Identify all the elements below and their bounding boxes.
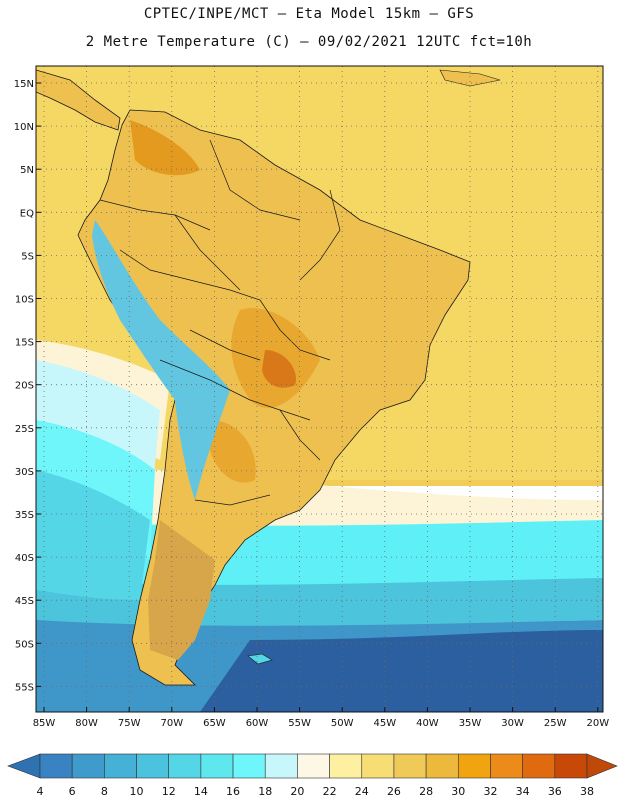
lon-label: 50W xyxy=(331,718,354,729)
title-line-1: CPTEC/INPE/MCT – Eta Model 15km – GFS xyxy=(143,6,475,22)
latitude-labels: 15N 10N 5N EQ 5S 10S 15S 20S 25S 30S 35S 40S 45S 50S 5… xyxy=(14,79,41,693)
colorbar-segment xyxy=(297,753,330,779)
colorbar-segment xyxy=(457,753,491,779)
lat-label: EQ xyxy=(20,208,34,219)
lat-label: 5S xyxy=(21,251,34,262)
lon-label: 30W xyxy=(501,718,524,729)
lat-label: 15N xyxy=(14,79,34,90)
lat-label: 10S xyxy=(15,295,34,306)
colorbar-label: 34 xyxy=(516,785,530,798)
land-hot-core xyxy=(262,350,296,388)
colorbar-segment xyxy=(71,753,105,779)
colorbar-label: 32 xyxy=(483,785,497,798)
colorbar-label: 28 xyxy=(419,785,433,798)
colorbar-label: 26 xyxy=(387,785,401,798)
lat-label: 30S xyxy=(15,467,34,478)
colorbar-label: 10 xyxy=(130,785,144,798)
colorbar-segment xyxy=(136,753,170,779)
colorbar-segment xyxy=(39,753,73,779)
lat-label: 10N xyxy=(14,122,34,133)
lat-label: 5N xyxy=(20,165,34,176)
colorbar-label: 18 xyxy=(258,785,272,798)
falkland-islands xyxy=(247,653,273,665)
land-hot-north xyxy=(130,120,200,176)
lon-label: 20W xyxy=(586,718,609,729)
colorbar-label: 8 xyxy=(101,785,108,798)
title-line-2: 2 Metre Temperature (C) – 09/02/2021 12U… xyxy=(85,34,533,50)
lat-label: 55S xyxy=(15,682,34,693)
colorbar-high-arrow xyxy=(586,753,618,779)
colorbar-segment xyxy=(490,753,523,779)
patagonia xyxy=(148,520,215,660)
colorbar-low-arrow xyxy=(7,753,41,779)
colorbar-segment xyxy=(200,753,234,779)
lon-label: 80W xyxy=(75,718,98,729)
lon-label: 25W xyxy=(544,718,567,729)
colorbar-label: 4 xyxy=(37,785,44,798)
colorbar-label: 36 xyxy=(548,785,562,798)
lon-label: 60W xyxy=(246,718,269,729)
colorbar-segment xyxy=(522,753,556,779)
lon-label: 45W xyxy=(373,718,396,729)
colorbar-segment xyxy=(329,753,363,779)
lat-label: 20S xyxy=(15,381,34,392)
colorbar-label: 30 xyxy=(451,785,465,798)
colorbar-segment xyxy=(425,753,459,779)
colorbar-segment xyxy=(104,753,137,779)
lon-label: 85W xyxy=(33,718,56,729)
lat-label: 40S xyxy=(15,553,34,564)
land-hot-east xyxy=(210,420,256,483)
lat-label: 50S xyxy=(15,639,34,650)
colorbar-segment xyxy=(393,753,427,779)
colorbar-segment xyxy=(554,753,588,779)
lat-label: 35S xyxy=(15,510,34,521)
lat-label: 45S xyxy=(15,596,34,607)
lon-label: 55W xyxy=(288,718,311,729)
lon-label: 65W xyxy=(203,718,226,729)
colorbar-label: 16 xyxy=(226,785,240,798)
lat-label: 15S xyxy=(15,338,34,349)
colorbar-label: 12 xyxy=(162,785,176,798)
colorbar: 4 6 8 10 12 14 16 18 20 22 24 26 28 30 32 34 36 38 xyxy=(7,753,618,798)
colorbar-segment xyxy=(361,753,395,779)
colorbar-label: 20 xyxy=(290,785,304,798)
colorbar-segment xyxy=(168,753,202,779)
colorbar-label: 24 xyxy=(355,785,369,798)
pacific-mid xyxy=(36,470,150,600)
longitude-labels: 85W 80W 75W 70W 65W 60W 55W 50W 45W 40W 35W 30W 25W 2… xyxy=(33,707,609,729)
caribbean-islands xyxy=(439,69,501,87)
colorbar-label: 38 xyxy=(580,785,594,798)
lon-label: 75W xyxy=(118,718,141,729)
lat-label: 25S xyxy=(15,424,34,435)
country-borders xyxy=(99,139,341,506)
colorbar-label: 6 xyxy=(69,785,76,798)
colorbar-label: 22 xyxy=(323,785,337,798)
colorbar-segment xyxy=(232,753,266,779)
ocean-cold-band xyxy=(200,630,603,712)
andes-cold xyxy=(92,220,230,500)
colorbar-segment xyxy=(264,753,298,779)
lon-label: 40W xyxy=(416,718,439,729)
colorbar-label: 14 xyxy=(194,785,208,798)
map-frame xyxy=(35,65,604,713)
lon-label: 70W xyxy=(160,718,183,729)
lon-label: 35W xyxy=(459,718,482,729)
